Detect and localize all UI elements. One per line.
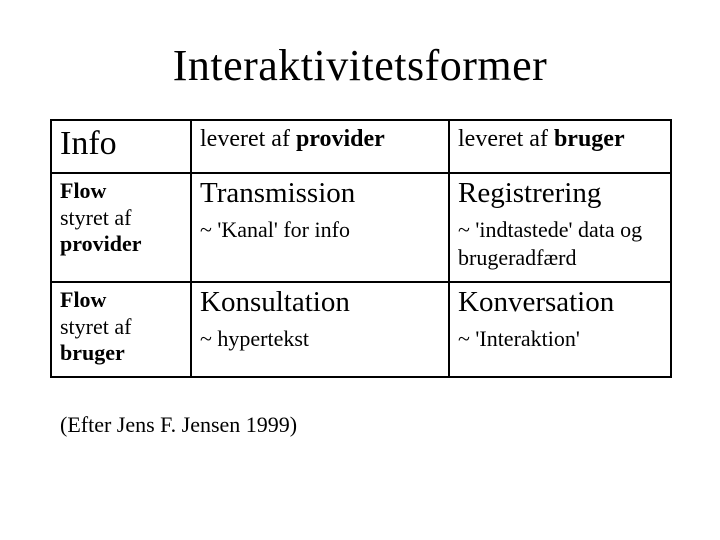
row-header-line2: styret af bbox=[60, 205, 182, 231]
col-header-bruger: leveret af bruger bbox=[449, 120, 671, 173]
cell-konsultation: Konsultation ~ hypertekst bbox=[191, 282, 449, 377]
row-header-line3: bruger bbox=[60, 340, 182, 366]
row-header-bruger: Flow styret af bruger bbox=[51, 282, 191, 377]
col-header-prefix: leveret af bbox=[458, 126, 554, 152]
cell-main: Transmission bbox=[200, 178, 440, 210]
cell-sub: ~ hypertekst bbox=[200, 325, 440, 353]
interactivity-table: Info leveret af provider leveret af brug… bbox=[50, 119, 672, 378]
cell-konversation: Konversation ~ 'Interaktion' bbox=[449, 282, 671, 377]
col-header-bold: bruger bbox=[554, 126, 625, 152]
cell-main: Konversation bbox=[458, 287, 662, 319]
cell-main: Konsultation bbox=[200, 287, 440, 319]
cell-sub: ~ 'Interaktion' bbox=[458, 325, 662, 353]
cell-sub: ~ 'indtastede' data og brugeradfærd bbox=[458, 216, 662, 271]
col-header-prefix: leveret af bbox=[200, 126, 296, 152]
row-header-line3: provider bbox=[60, 231, 182, 257]
cell-registrering: Registrering ~ 'indtastede' data og brug… bbox=[449, 173, 671, 282]
col-header-provider: leveret af provider bbox=[191, 120, 449, 173]
row-header-line1: Flow bbox=[60, 178, 182, 204]
cell-transmission: Transmission ~ 'Kanal' for info bbox=[191, 173, 449, 282]
table-row: Flow styret af provider Transmission ~ '… bbox=[51, 173, 671, 282]
cell-main: Registrering bbox=[458, 178, 662, 210]
corner-label: Info bbox=[60, 125, 182, 162]
row-header-line1: Flow bbox=[60, 287, 182, 313]
table-row: Flow styret af bruger Konsultation ~ hyp… bbox=[51, 282, 671, 377]
cell-sub: ~ 'Kanal' for info bbox=[200, 216, 440, 244]
row-header-provider: Flow styret af provider bbox=[51, 173, 191, 282]
row-header-line2: styret af bbox=[60, 314, 182, 340]
col-header-bold: provider bbox=[296, 126, 385, 152]
slide: Interaktivitetsformer Info leveret af pr… bbox=[0, 0, 720, 540]
source-citation: (Efter Jens F. Jensen 1999) bbox=[60, 412, 670, 438]
table-header-row: Info leveret af provider leveret af brug… bbox=[51, 120, 671, 173]
slide-title: Interaktivitetsformer bbox=[50, 40, 670, 91]
corner-cell: Info bbox=[51, 120, 191, 173]
